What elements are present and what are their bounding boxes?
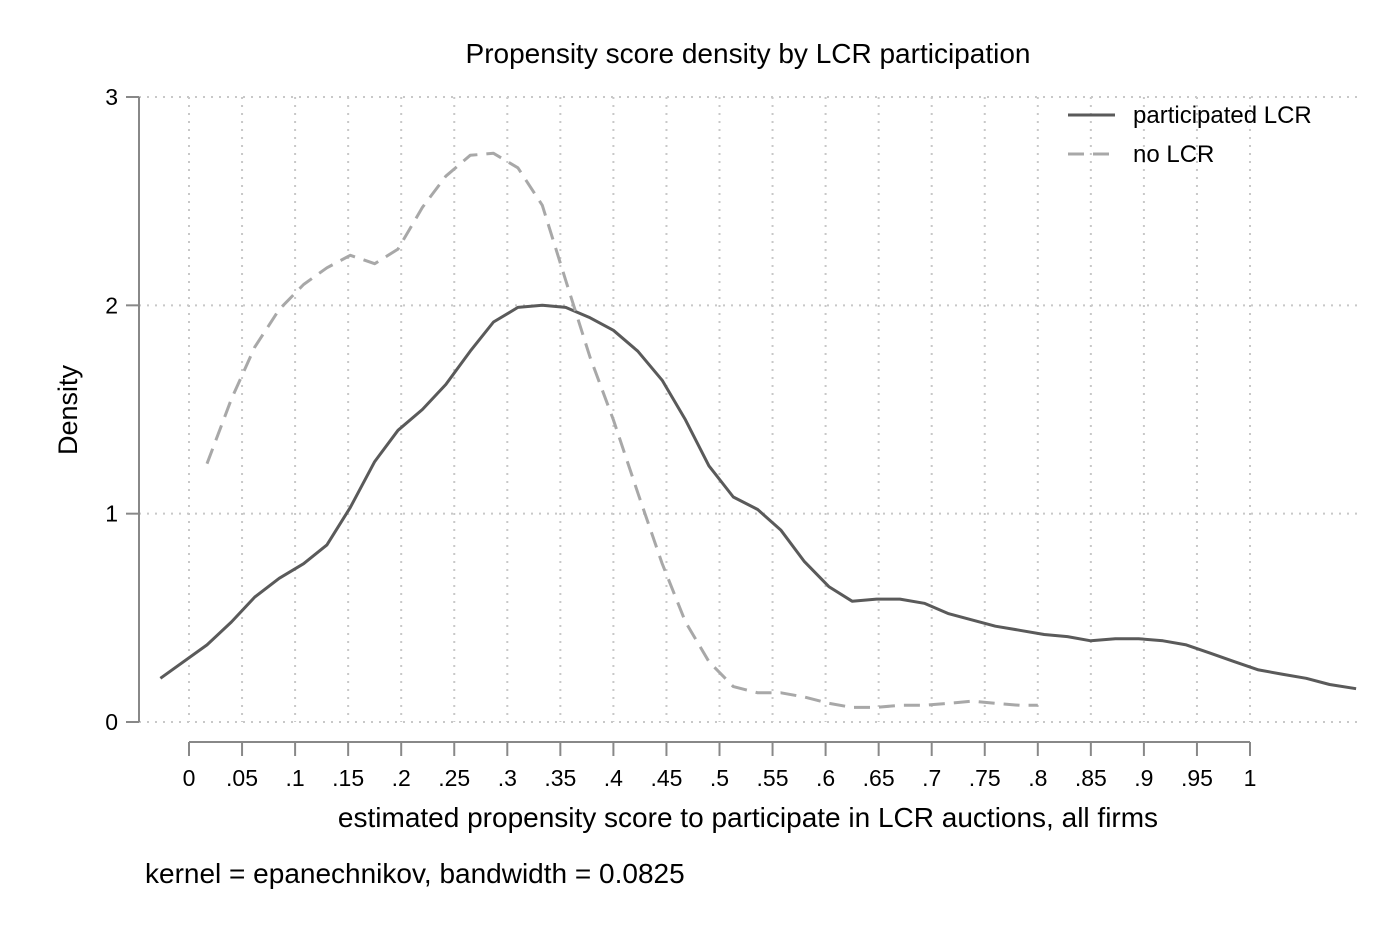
x-tick-label: .25	[438, 765, 470, 791]
x-tick-labels: 0 .05 .1 .15 .2 .25 .3 .35 .4 .45 .5 .55 .6 .65 .7 .75.…	[183, 765, 1257, 791]
x-tick-label: .8	[1028, 765, 1047, 791]
x-axis-label: estimated propensity score to participat…	[338, 802, 1158, 833]
y-tick-label: 2	[105, 292, 118, 318]
y-gridlines	[139, 96, 1360, 723]
x-tick-label: .65	[863, 765, 895, 791]
kernel-note: kernel = epanechnikov, bandwidth = 0.082…	[145, 858, 685, 889]
x-tick-label: .85	[1075, 765, 1107, 791]
y-tick-marks	[126, 96, 139, 723]
series-line-participated-lcr	[159, 303, 1357, 691]
x-tick-marks	[188, 742, 1251, 756]
x-tick-label: .6	[816, 765, 835, 791]
series-lines	[159, 151, 1357, 709]
legend-label-participated: participated LCR	[1133, 102, 1312, 129]
x-tick-label: .45	[650, 765, 682, 791]
x-tick-label: 1	[1244, 765, 1257, 791]
x-tick-label: .5	[710, 765, 729, 791]
y-tick-label: 3	[105, 84, 118, 110]
x-tick-label: 0	[183, 765, 196, 791]
legend-label-no-lcr: no LCR	[1133, 141, 1214, 168]
x-gridlines	[188, 97, 1251, 722]
chart-title: Propensity score density by LCR particip…	[466, 38, 1031, 69]
x-tick-label: .95	[1181, 765, 1213, 791]
x-tick-label: .7	[922, 765, 941, 791]
x-tick-label: .1	[286, 765, 305, 791]
y-tick-label: 0	[105, 709, 118, 735]
x-tick-label: .9	[1134, 765, 1153, 791]
x-tick-label: .35	[544, 765, 576, 791]
x-tick-label: .55	[757, 765, 789, 791]
x-tick-label: .75	[969, 765, 1001, 791]
x-tick-label: .3	[498, 765, 517, 791]
y-tick-labels: 0 1 2 3	[105, 84, 118, 735]
x-tick-label: .2	[392, 765, 411, 791]
y-tick-label: 1	[105, 501, 118, 527]
x-tick-label: .4	[604, 765, 623, 791]
legend: participated LCR no LCR	[1068, 102, 1312, 168]
series-line-no-lcr	[205, 151, 1038, 709]
y-axis-label: Density	[53, 364, 83, 455]
x-tick-label: .05	[226, 765, 258, 791]
x-tick-label: .15	[332, 765, 364, 791]
